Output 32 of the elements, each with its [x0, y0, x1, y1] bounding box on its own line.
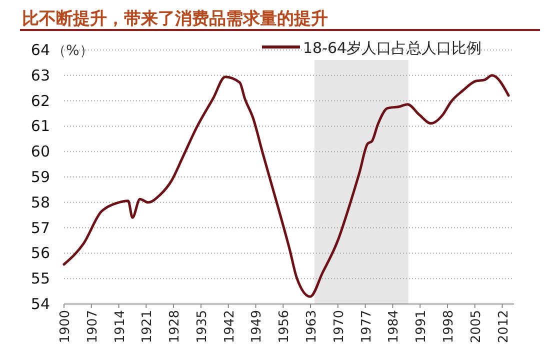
x-tick-label: 1921: [140, 310, 156, 344]
chart-title: 比不断提升，带来了消费品需求量的提升: [22, 9, 328, 29]
y-tick-label: 64: [30, 41, 50, 59]
x-tick-label: 1984: [386, 310, 402, 344]
y-tick-label: 61: [30, 117, 50, 136]
legend-label: 18-64岁人口占总人口比例: [303, 39, 482, 57]
y-tick-label: 56: [30, 244, 50, 262]
x-tick-label: 1914: [112, 310, 128, 344]
x-tick-label: 1928: [168, 310, 183, 344]
y-tick-label: 55: [30, 270, 50, 288]
x-tick-label: 2012: [496, 310, 512, 344]
x-tick-label: 1942: [222, 310, 238, 344]
y-tick-label: 63: [30, 66, 50, 84]
x-tick-label: 1991: [414, 310, 430, 344]
x-tick-label: 2005: [468, 310, 484, 344]
y-tick-label: 54: [30, 295, 50, 313]
line-series: [62, 74, 510, 298]
x-tick-label: 1949: [250, 310, 265, 344]
x-tick-label: 1956: [277, 310, 292, 344]
y-tick-label: 57: [30, 218, 50, 237]
y-tick-label: 59: [30, 168, 50, 186]
x-tick-label: 1900: [58, 310, 73, 344]
x-tick-label: 1970: [332, 310, 347, 344]
y-axis-title: （%）: [52, 43, 94, 59]
x-tick-label: 1963: [304, 310, 320, 344]
x-tick-label: 1907: [85, 310, 100, 344]
y-tick-label: 60: [30, 142, 50, 161]
x-tick-label: 1935: [194, 310, 210, 344]
x-tick-label: 1998: [441, 310, 456, 344]
x-tick-label: 1977: [359, 310, 374, 344]
y-tick-label: 58: [30, 193, 50, 212]
y-tick-label: 62: [30, 92, 50, 110]
